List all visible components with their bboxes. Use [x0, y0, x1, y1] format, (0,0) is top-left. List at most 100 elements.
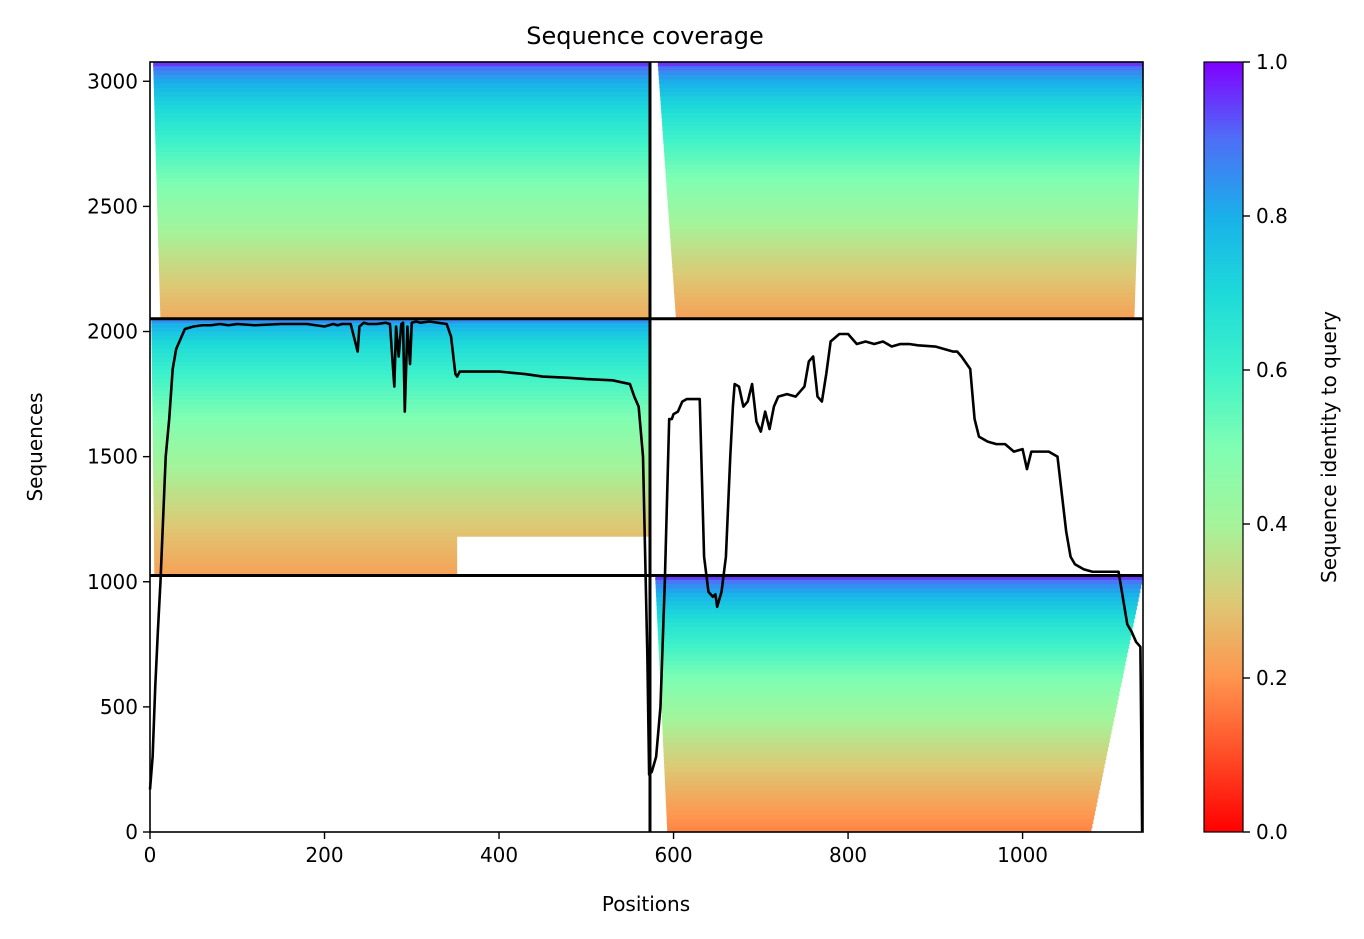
coverage-band	[661, 703, 1117, 709]
coverage-band	[155, 139, 650, 144]
colorbar	[1203, 61, 1244, 833]
coverage-band	[152, 455, 650, 461]
coverage-band	[670, 237, 1138, 243]
coverage-band	[659, 91, 1142, 97]
coverage-band	[663, 746, 1109, 752]
y-tick-label: 2000	[87, 320, 138, 344]
coverage-band	[152, 408, 650, 414]
y-axis: 0 500 1000 1500 2000 2500 3000	[87, 69, 150, 844]
coverage-band	[659, 79, 1143, 84]
coverage-band	[155, 160, 650, 166]
y-tick-label: 1000	[87, 570, 138, 594]
y-tick-label: 3000	[87, 69, 138, 93]
coverage-band	[155, 134, 650, 140]
coverage-band	[667, 198, 1139, 204]
coverage-band	[151, 361, 650, 367]
coverage-band	[667, 203, 1139, 209]
coverage-line	[148, 320, 1144, 833]
coverage-band	[153, 87, 650, 93]
coverage-band	[662, 121, 1141, 127]
coverage-band	[656, 609, 1137, 615]
coverage-band	[671, 250, 1137, 256]
coverage-band	[674, 297, 1135, 303]
coverage-band	[152, 395, 651, 401]
coverage-band	[661, 117, 1142, 123]
coverage-band	[152, 378, 650, 384]
coverage-band	[153, 79, 650, 84]
coverage-band	[658, 643, 1130, 649]
coverage-band	[153, 472, 650, 478]
coverage-band	[156, 164, 650, 170]
coverage-band	[154, 100, 650, 106]
coverage-band	[153, 62, 650, 67]
coverage-band	[662, 130, 1141, 136]
coverage-band	[157, 207, 650, 213]
y-tick-label: 500	[100, 695, 138, 719]
coverage-band	[672, 271, 1136, 277]
coverage-block-upper-left	[153, 62, 651, 320]
coverage-band	[659, 673, 1123, 679]
coverage-band	[151, 318, 650, 324]
coverage-band	[657, 618, 1135, 624]
coverage-band	[153, 515, 650, 521]
coverage-band	[659, 656, 1127, 662]
coverage-band	[671, 258, 1137, 264]
coverage-band	[154, 96, 650, 102]
coverage-band	[663, 134, 1141, 140]
coverage-band	[154, 113, 650, 119]
coverage-band	[153, 74, 650, 80]
coverage-band	[152, 425, 650, 431]
coverage-band	[153, 532, 650, 538]
coverage-band	[154, 121, 650, 127]
coverage-band	[665, 168, 1140, 174]
colorbar-label: Sequence identity to query	[1317, 311, 1341, 583]
coverage-band	[667, 190, 1139, 196]
coverage-band	[663, 147, 1141, 153]
coverage-band	[660, 695, 1119, 701]
coverage-band	[158, 258, 650, 264]
coverage-band	[154, 117, 650, 123]
colorbar-tick-label: 0.8	[1256, 204, 1288, 228]
coverage-band	[152, 412, 650, 418]
coverage-band	[158, 263, 650, 268]
x-tick-label: 600	[654, 843, 692, 867]
coverage-band	[669, 224, 1138, 230]
coverage-band	[665, 793, 1099, 799]
coverage-band	[658, 652, 1128, 658]
plot-frame	[149, 61, 1144, 833]
coverage-band	[674, 301, 1135, 307]
coverage-band	[155, 151, 650, 157]
plot-area	[151, 62, 1143, 833]
coverage-band	[157, 203, 650, 209]
coverage-band	[157, 224, 650, 230]
coverage-band	[153, 507, 650, 512]
coverage-band	[675, 305, 1135, 311]
coverage-band	[153, 524, 650, 530]
x-axis-label: Positions	[602, 892, 690, 916]
coverage-band	[669, 228, 1138, 234]
x-tick-label: 1000	[997, 843, 1048, 867]
coverage-band	[660, 686, 1121, 692]
y-axis-label: Sequences	[23, 392, 47, 501]
x-tick-label: 200	[305, 843, 343, 867]
coverage-band	[159, 280, 650, 286]
empty-coverage-patch	[457, 536, 650, 576]
coverage-band	[667, 194, 1139, 200]
coverage-band	[670, 246, 1137, 251]
coverage-band	[663, 750, 1108, 756]
coverage-band	[659, 669, 1124, 675]
coverage-band	[153, 494, 650, 500]
coverage-band	[658, 648, 1129, 654]
colorbar-tick-label: 0.6	[1256, 358, 1288, 382]
coverage-band	[658, 639, 1130, 645]
coverage-band	[159, 284, 650, 290]
coverage-band	[152, 387, 650, 393]
coverage-band	[666, 819, 1094, 825]
coverage-band	[151, 365, 650, 371]
block-dividers	[150, 62, 1143, 832]
coverage-band	[154, 558, 650, 564]
coverage-band	[660, 96, 1142, 102]
coverage-band	[158, 237, 650, 243]
coverage-band	[656, 592, 1140, 598]
